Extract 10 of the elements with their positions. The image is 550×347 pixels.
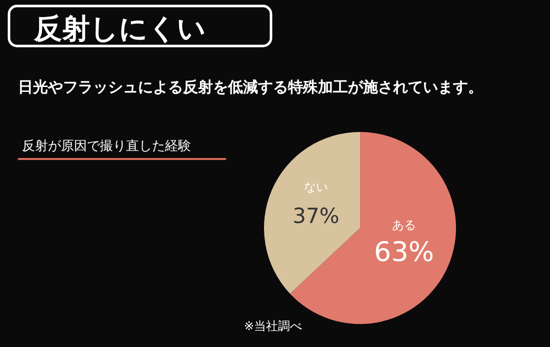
text: ※当社調べ xyxy=(244,319,302,333)
pie-slice xyxy=(290,132,456,324)
slice-label: ない xyxy=(304,180,328,194)
chart-subtitle: 日光やフラッシュによる反射を低減する特殊加工が施されています。 xyxy=(18,78,483,96)
pie-slice xyxy=(264,132,360,294)
text: 反射が原因で撮り直した経験 xyxy=(22,139,191,154)
data-label: 37% xyxy=(292,204,340,228)
data-label: 63% xyxy=(374,237,434,268)
chart-title: 反射しにくい xyxy=(33,12,206,45)
slice-label: ある xyxy=(392,218,416,232)
